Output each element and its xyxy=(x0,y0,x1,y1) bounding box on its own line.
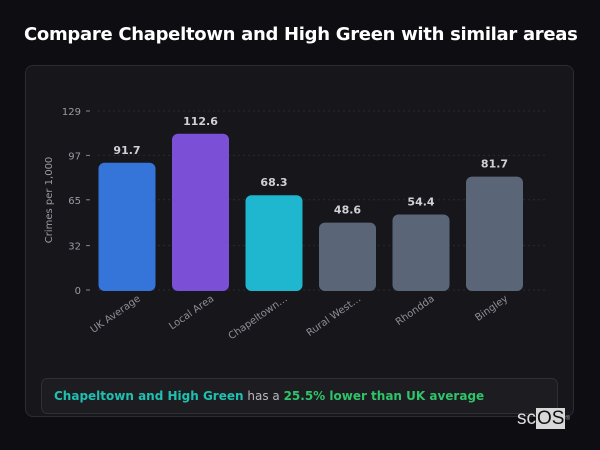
bar xyxy=(245,195,303,291)
summary-difference: 25.5% lower than UK average xyxy=(283,389,485,403)
x-tick-label: Rural West… xyxy=(305,293,363,339)
page-title: Compare Chapeltown and High Green with s… xyxy=(24,24,578,45)
summary-middle: has a xyxy=(243,389,284,403)
y-tick-label: 129 xyxy=(62,107,81,118)
bar xyxy=(98,162,156,291)
logo-mark: ® xyxy=(565,416,570,422)
summary-area: Chapeltown and High Green xyxy=(54,389,244,403)
y-tick-label: 0 xyxy=(75,286,81,297)
bar xyxy=(172,133,229,291)
bar-value-label: 68.3 xyxy=(260,176,287,189)
x-tick-label: Rhondda xyxy=(394,293,437,328)
scos-logo: scOS® xyxy=(517,408,570,429)
x-tick-label: UK Average xyxy=(89,293,143,335)
bar xyxy=(319,222,376,291)
bar xyxy=(392,214,450,291)
y-tick-label: 32 xyxy=(68,242,81,253)
y-tick-label: 65 xyxy=(68,196,81,207)
bar xyxy=(466,176,523,291)
summary-box: Chapeltown and High Green has a 25.5% lo… xyxy=(41,378,558,414)
x-tick-label: Bingley xyxy=(473,293,510,323)
y-axis-label: Crimes per 1,000 xyxy=(44,157,55,244)
bar-value-label: 91.7 xyxy=(113,144,140,157)
bar-value-label: 54.4 xyxy=(407,196,434,209)
logo-sc: sc xyxy=(517,408,536,429)
bar-value-label: 81.7 xyxy=(481,158,508,171)
x-tick-label: Local Area xyxy=(167,293,216,332)
x-tick-label: Chapeltown… xyxy=(227,293,290,342)
logo-os: OS xyxy=(536,408,566,429)
bar-value-label: 112.6 xyxy=(183,115,218,128)
bar-value-label: 48.6 xyxy=(334,204,361,217)
y-tick-label: 97 xyxy=(68,151,81,162)
